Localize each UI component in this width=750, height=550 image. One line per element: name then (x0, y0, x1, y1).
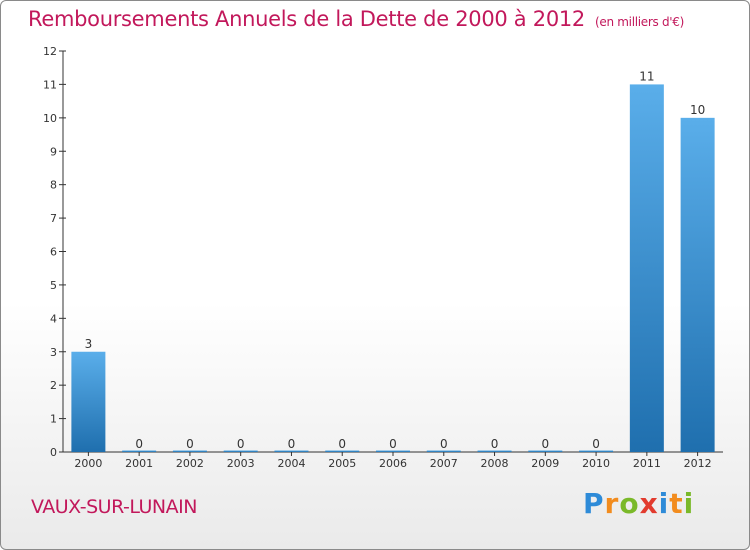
y-tick-label: 1 (50, 413, 57, 426)
y-tick-label: 0 (50, 446, 57, 459)
bar (274, 450, 309, 452)
y-tick-label: 7 (50, 212, 57, 225)
bar (172, 450, 207, 452)
bar (477, 450, 512, 452)
bar (223, 450, 258, 452)
chart-title: Remboursements Annuels de la Dette de 20… (28, 7, 684, 31)
x-tick-label: 2003 (227, 457, 255, 470)
x-tick-label: 2010 (582, 457, 610, 470)
bar (680, 117, 715, 452)
data-label: 0 (541, 437, 549, 451)
bar (426, 450, 461, 452)
x-tick-label: 2008 (481, 457, 509, 470)
bar (579, 450, 614, 452)
data-label: 0 (186, 437, 194, 451)
x-tick-label: 2009 (531, 457, 559, 470)
chart-title-text: Remboursements Annuels de la Dette de 20… (28, 7, 585, 31)
y-tick-label: 11 (43, 78, 57, 91)
chart-bars (71, 84, 715, 453)
bar (629, 84, 664, 453)
x-tick-label: 2000 (74, 457, 102, 470)
y-tick-label: 8 (50, 179, 57, 192)
y-tick-label: 9 (50, 145, 57, 158)
y-tick-label: 10 (43, 112, 57, 125)
data-label: 11 (639, 69, 654, 83)
logo-letter: o (619, 487, 640, 520)
x-tick-label: 2007 (430, 457, 458, 470)
y-tick-label: 12 (43, 45, 57, 58)
y-tick-label: 6 (50, 246, 57, 259)
data-label: 0 (135, 437, 143, 451)
data-label: 0 (592, 437, 600, 451)
x-tick-label: 2011 (633, 457, 661, 470)
chart-subtitle: (en milliers d'€) (595, 15, 685, 29)
x-tick-label: 2012 (684, 457, 712, 470)
x-tick-label: 2006 (379, 457, 407, 470)
bar (122, 450, 157, 452)
proxiti-logo[interactable]: Proxiti (583, 487, 694, 520)
bar (71, 351, 106, 452)
y-tick-label: 2 (50, 379, 57, 392)
data-label: 3 (85, 337, 93, 351)
logo-letter: r (604, 487, 620, 520)
chart-labels: 2000 3 2001 0 2002 0 2003 0 2004 0 2005 0 2006 0 2007 0… (74, 69, 711, 470)
data-label: 10 (690, 103, 705, 117)
data-label: 0 (237, 437, 245, 451)
y-tick-label: 5 (50, 279, 57, 292)
bar (376, 450, 410, 452)
x-tick-label: 2001 (125, 457, 153, 470)
logo-letter: t (669, 487, 684, 520)
bar (325, 450, 360, 452)
data-label: 0 (440, 437, 448, 451)
data-label: 0 (491, 437, 499, 451)
bar (528, 450, 563, 452)
data-label: 0 (288, 437, 296, 451)
logo-letter: x (639, 487, 659, 520)
place-name: VAUX-SUR-LUNAIN (31, 496, 197, 518)
logo-letter: i (683, 487, 695, 520)
data-label: 0 (389, 437, 397, 451)
logo-letter: i (658, 487, 670, 520)
y-tick-label: 4 (50, 312, 57, 325)
x-tick-label: 2004 (277, 457, 305, 470)
y-tick-label: 3 (50, 346, 57, 359)
logo-letter: P (583, 487, 605, 520)
data-label: 0 (338, 437, 346, 451)
x-tick-label: 2002 (176, 457, 204, 470)
x-tick-label: 2005 (328, 457, 356, 470)
